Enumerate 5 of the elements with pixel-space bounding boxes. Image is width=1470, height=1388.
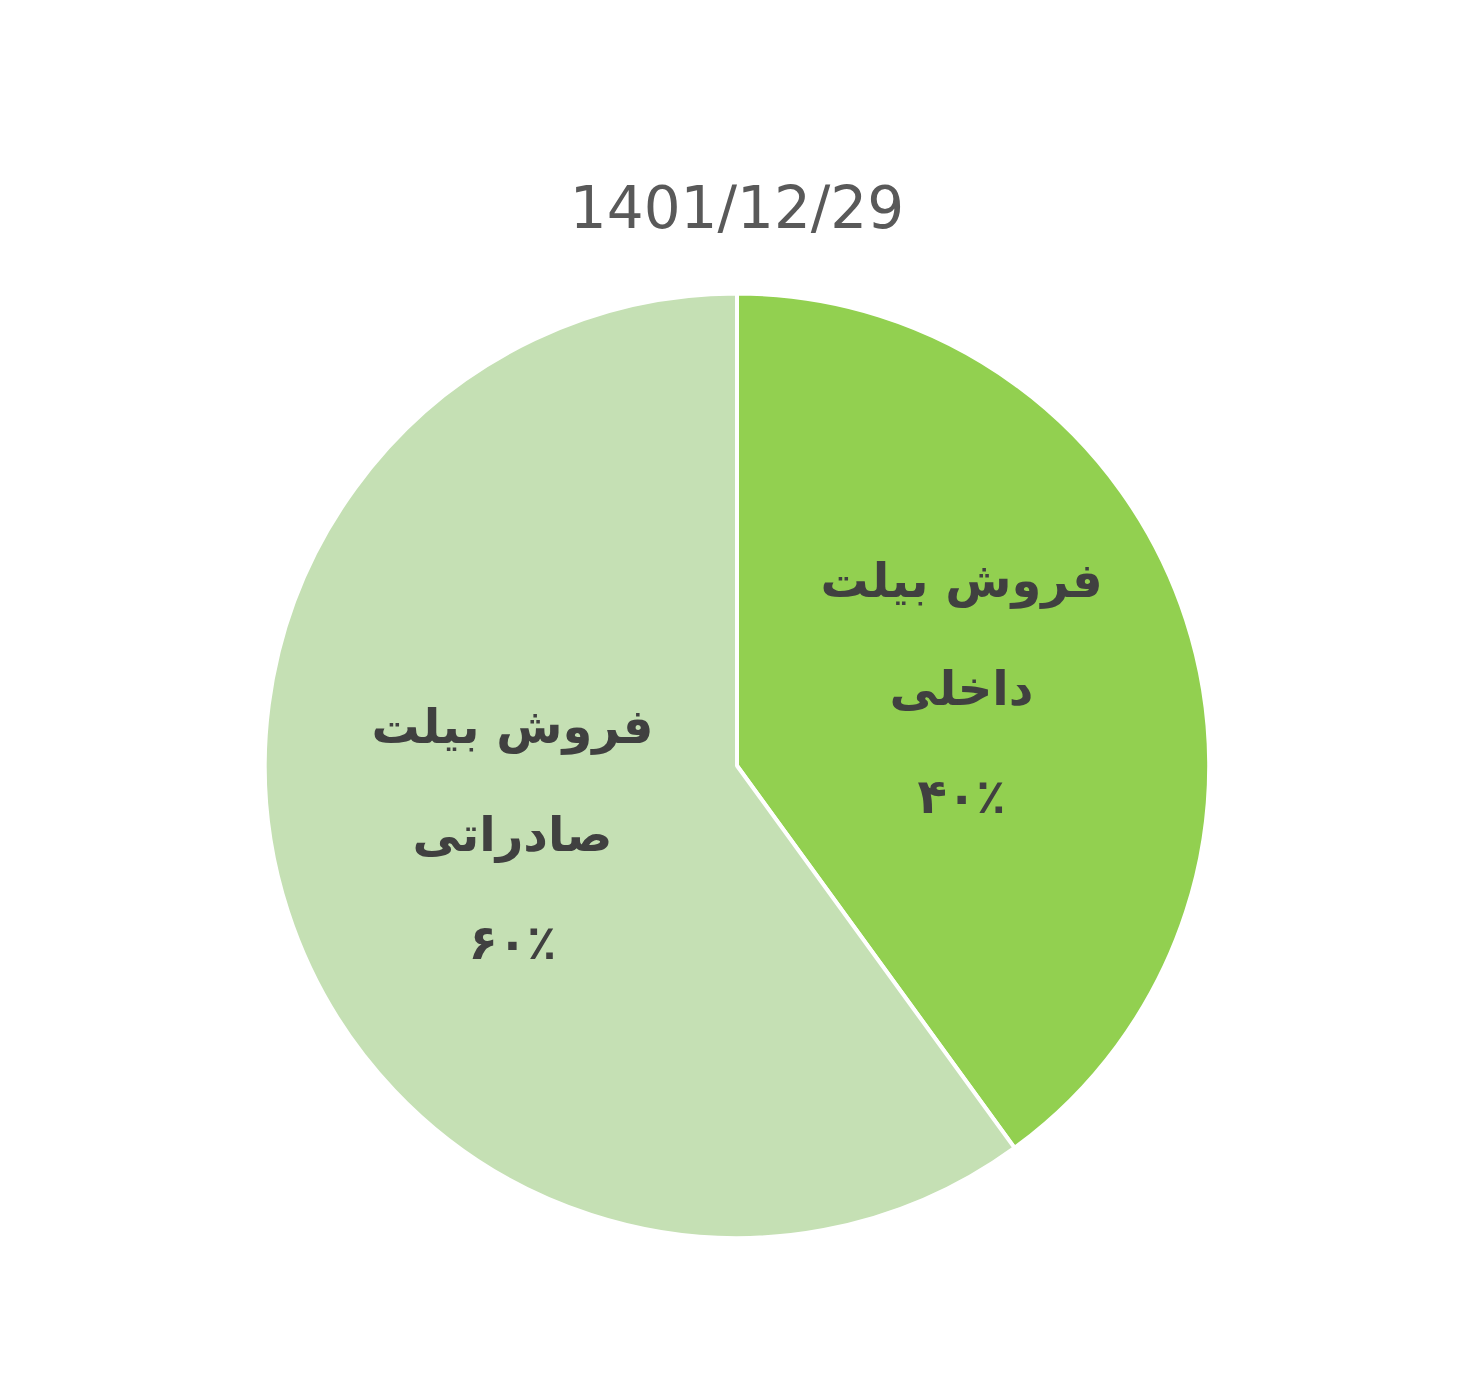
slice-label: فروش بیلت صادراتی — [371, 698, 654, 864]
data-label: ۶۰٪ — [468, 914, 557, 971]
chart-title: 1401/12/29 — [569, 173, 905, 242]
slice-label: فروش بیلت داخلی — [820, 552, 1103, 717]
data-label: ۴۰٪ — [917, 768, 1006, 825]
